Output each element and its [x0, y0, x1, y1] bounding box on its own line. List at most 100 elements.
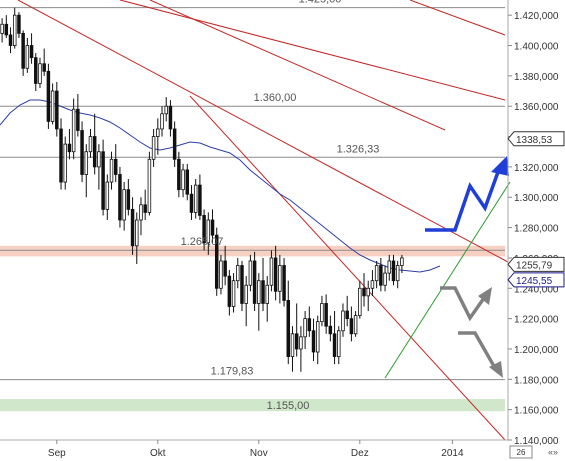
candle-body-8 [34, 57, 38, 84]
gray-arrow-head-2 [489, 361, 503, 378]
axis-badge-box[interactable] [509, 445, 533, 459]
candle-body-17 [71, 108, 76, 153]
candle-body-26 [109, 158, 114, 183]
zone-0 [0, 245, 505, 257]
axis [0, 0, 509, 441]
candle-body-50 [210, 219, 215, 236]
price-tag-text-2: 1245,55 [516, 276, 553, 287]
candle-body-12 [50, 90, 55, 122]
candle-body-51 [214, 234, 219, 289]
zones [0, 245, 505, 412]
trendline-red-1 [17, 0, 509, 263]
candle-body-16 [67, 143, 72, 153]
candle-body-52 [219, 260, 223, 289]
candle-body-84 [353, 315, 358, 335]
y-tick-label-14: 1.140,000 [514, 436, 559, 447]
y-tick-label-6: 1.300,000 [514, 193, 559, 204]
level-label-1: 1.360,00 [254, 92, 297, 104]
y-tick-label-9: 1.240,000 [514, 284, 559, 295]
projection-arrows [425, 156, 509, 378]
level-label-4: 1.179,83 [211, 366, 254, 378]
candle-body-15 [63, 143, 67, 183]
axis-badge-text: 26 [517, 448, 526, 457]
candle-body-6 [25, 45, 30, 69]
candle-body-54 [227, 275, 232, 307]
y-tick-label-3: 1.360,000 [514, 102, 559, 113]
candle-body-22 [92, 136, 97, 168]
candle-body-56 [236, 265, 240, 282]
candle-body-3 [12, 14, 17, 46]
candle-body-24 [101, 151, 105, 210]
candle-body-59 [248, 260, 253, 286]
x-tick-label-2: Nov [250, 448, 268, 459]
candle-body-71 [299, 336, 303, 350]
candle-body-33 [139, 204, 143, 221]
candle-body-85 [358, 287, 362, 316]
candle-body-90 [379, 265, 383, 286]
candle-body-76 [320, 303, 324, 323]
candle-body-80 [337, 330, 341, 357]
candle-body-5 [21, 32, 25, 69]
candle-body-63 [265, 284, 269, 304]
scroll-arrows-icon[interactable]: «» [548, 447, 558, 457]
candle-body-77 [324, 303, 328, 327]
candle-body-57 [240, 265, 244, 304]
x-tick-label-4: 2014 [441, 448, 464, 459]
candle-body-31 [130, 208, 135, 247]
candle-body-42 [177, 158, 181, 191]
candle-body-70 [294, 333, 299, 350]
candle-body-43 [181, 169, 185, 191]
price-tags: 1338,53 1255,79 1245,55 [507, 131, 565, 288]
candle-body-38 [160, 113, 164, 130]
candle-body-28 [118, 174, 122, 221]
y-ticks: 1.420,0001.400,0001.380,0001.360,0001.34… [508, 11, 559, 447]
candle-body-36 [151, 136, 156, 160]
level-labels: 1.425,00 1.360,00 1.326,33 1.265,07 1.179,83… [181, 0, 380, 412]
x-tick-label-3: Dez [351, 448, 369, 459]
blue-arrow-head [491, 156, 509, 176]
candle-body-74 [311, 330, 316, 353]
candle-body-1 [4, 23, 9, 36]
candle-body-39 [164, 105, 168, 115]
candle-body-41 [172, 128, 177, 160]
candle-body-19 [80, 130, 84, 175]
zone-1 [0, 399, 505, 412]
candle-body-68 [286, 300, 291, 357]
candle-body-82 [345, 310, 349, 320]
candle-body-73 [307, 318, 312, 332]
candle-body-75 [315, 321, 320, 353]
candle-body-32 [135, 219, 139, 247]
level-lines [0, 7, 505, 381]
trendlines [17, 0, 511, 441]
candle-body-44 [185, 169, 190, 195]
level-label-2: 1.326,33 [337, 143, 380, 155]
candle-body-35 [147, 158, 152, 213]
candle-body-81 [341, 310, 345, 332]
candle-body-89 [374, 265, 379, 282]
candle-body-87 [366, 287, 370, 297]
candle-body-10 [42, 63, 46, 72]
candle-body-65 [273, 257, 278, 292]
y-tick-label-5: 1.320,000 [514, 163, 559, 174]
candle-body-95 [400, 257, 404, 266]
y-tick-label-0: 1.420,000 [514, 11, 559, 22]
zone-label-1: 1.155,00 [267, 400, 310, 412]
candle-body-55 [231, 280, 236, 307]
y-tick-label-7: 1.280,000 [514, 224, 559, 235]
candle-body-94 [395, 265, 400, 282]
candle-body-53 [223, 260, 227, 277]
candle-body-23 [97, 151, 101, 168]
trendline-red-4 [409, 0, 506, 36]
x-tick-label-1: Okt [150, 448, 166, 459]
candle-body-69 [290, 333, 295, 357]
candle-body-92 [387, 260, 392, 274]
candle-body-37 [156, 128, 160, 137]
candle-body-7 [29, 45, 34, 59]
candle-body-91 [383, 272, 387, 286]
y-tick-label-13: 1.160,000 [514, 406, 559, 417]
candle-body-47 [198, 184, 202, 216]
blue-projection-path [425, 171, 500, 232]
gray-arrow-head-1 [478, 287, 492, 305]
